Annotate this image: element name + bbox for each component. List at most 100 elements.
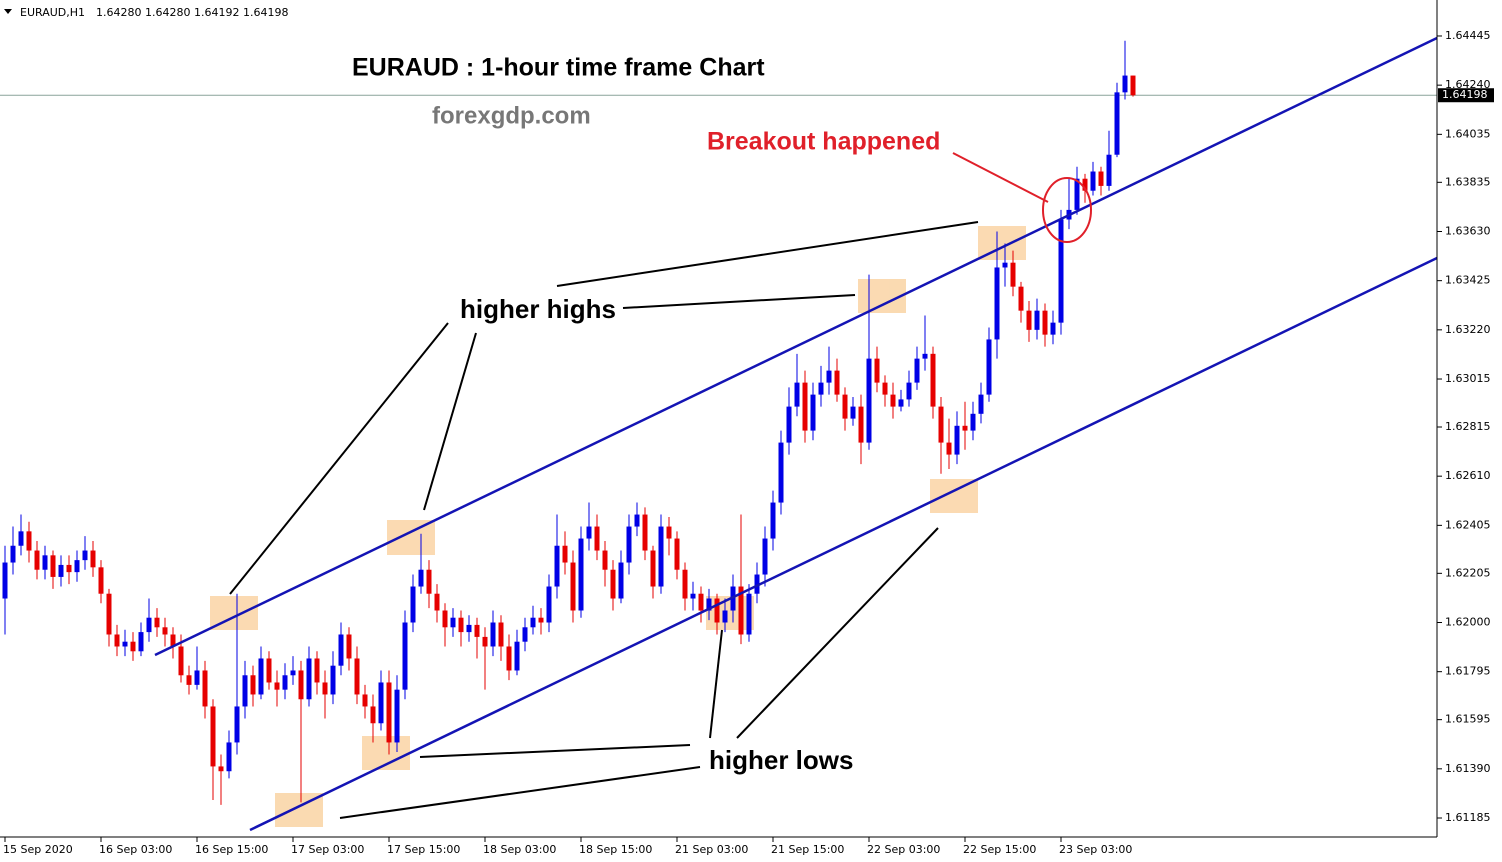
pointer	[736, 527, 939, 739]
pointer	[709, 629, 723, 739]
y-tick-label: 1.63425	[1445, 274, 1491, 287]
candle-body	[1050, 322, 1056, 335]
highlight-box	[387, 520, 435, 555]
candle-body	[842, 394, 848, 419]
candle-body	[418, 569, 424, 587]
y-tick-label: 1.62610	[1445, 469, 1491, 482]
candle-body	[626, 526, 632, 563]
x-tick-label: 23 Sep 03:00	[1059, 843, 1132, 856]
candle-body	[482, 636, 488, 647]
candle-body	[162, 627, 168, 635]
candle-body	[1130, 75, 1136, 96]
candle-body	[578, 538, 584, 611]
breakout-circle	[1042, 177, 1092, 243]
price-tag	[1438, 88, 1494, 103]
candle-body	[994, 267, 1000, 340]
x-tick-label: 18 Sep 03:00	[483, 843, 556, 856]
candle-body	[2, 562, 8, 599]
y-tick-label: 1.63015	[1445, 372, 1491, 385]
candle-body	[1002, 262, 1008, 268]
candle-body	[98, 567, 104, 594]
candle-body	[882, 382, 888, 395]
candle-body	[538, 617, 544, 623]
candle-body	[762, 538, 768, 575]
highlight-boxes	[210, 226, 1026, 827]
y-tick-label: 1.62815	[1445, 420, 1491, 433]
y-tick-label: 1.61185	[1445, 811, 1491, 824]
highlight-box	[706, 596, 754, 630]
candle-body	[266, 658, 272, 683]
x-tick-label: 17 Sep 15:00	[387, 843, 460, 856]
candle-body	[498, 622, 504, 647]
pointer-lines	[229, 221, 979, 819]
candle-body	[1058, 219, 1064, 323]
breakout-pointer	[952, 152, 1049, 203]
candle-body	[506, 646, 512, 671]
candle-body	[130, 641, 136, 652]
y-tick-label: 1.62405	[1445, 518, 1491, 531]
pointer	[423, 332, 477, 511]
candle-body	[242, 675, 248, 707]
candle-body	[570, 562, 576, 611]
candle-body	[650, 550, 656, 587]
candle-body	[746, 593, 752, 635]
candle-body	[1074, 178, 1080, 210]
candle-body	[890, 394, 896, 407]
candle-body	[618, 562, 624, 599]
candle-body	[554, 545, 560, 587]
candle-body	[274, 682, 280, 690]
candle-body	[914, 358, 920, 383]
symbol: EURAUD,H1	[20, 6, 85, 19]
candle-body	[906, 382, 912, 400]
candle-body	[738, 586, 744, 635]
candle-body	[386, 682, 392, 743]
candle-body	[690, 593, 696, 599]
candle-body	[1026, 310, 1032, 330]
candle-body	[802, 382, 808, 431]
x-tick-label: 18 Sep 15:00	[579, 843, 652, 856]
candle-body	[170, 634, 176, 647]
x-tick-label: 21 Sep 03:00	[675, 843, 748, 856]
breakout-label: Breakout happened	[707, 128, 940, 156]
candle-body	[186, 675, 192, 685]
candle-body	[946, 442, 952, 455]
candle-body	[146, 617, 152, 633]
pointer	[419, 744, 691, 758]
candle-body	[314, 658, 320, 683]
candle-body	[1098, 171, 1104, 186]
candle-body	[514, 641, 520, 671]
candle-body	[722, 610, 728, 623]
candle-body	[898, 399, 904, 407]
candle-body	[770, 502, 776, 539]
candle-body	[1034, 310, 1040, 330]
y-tick-label: 1.63630	[1445, 224, 1491, 237]
x-tick-label: 17 Sep 03:00	[291, 843, 364, 856]
candle-body	[18, 531, 24, 546]
candle-body	[834, 370, 840, 395]
higher-highs-label: higher highs	[460, 294, 616, 324]
candle-body	[658, 526, 664, 587]
candle-body	[474, 624, 480, 637]
candle-body	[258, 658, 264, 695]
candle-body	[50, 555, 56, 577]
y-tick-label: 1.61795	[1445, 665, 1491, 678]
info-value: 1.64280	[145, 6, 191, 19]
candle-body	[1090, 171, 1096, 191]
y-tick-label: 1.61595	[1445, 713, 1491, 726]
candle-body	[466, 624, 472, 633]
candle-body	[426, 569, 432, 594]
candle-body	[1122, 75, 1128, 93]
watermark: forexgdp.com	[432, 102, 591, 129]
candle-body	[194, 670, 200, 685]
candle-body	[434, 593, 440, 611]
candle-body	[122, 641, 128, 647]
candle-body	[90, 550, 96, 568]
menu-triangle	[4, 9, 12, 14]
candle-body	[1106, 154, 1112, 186]
candle-body	[42, 555, 48, 570]
candle-body	[962, 425, 968, 431]
candle-body	[290, 670, 296, 676]
candle-body	[594, 526, 600, 551]
